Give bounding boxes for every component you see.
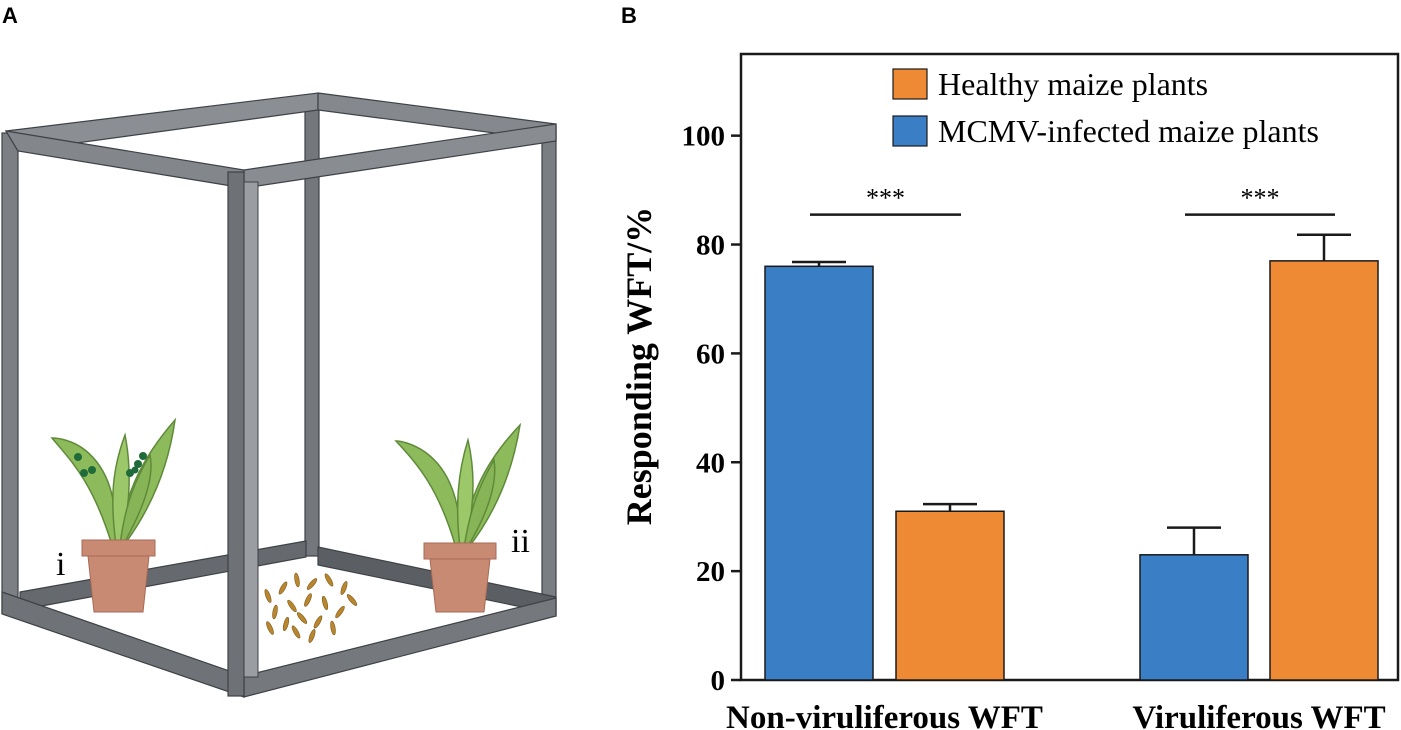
x-axis-categories: Non-viruliferous WFT Viruliferous WFT	[726, 700, 1386, 730]
thrips-insect	[294, 572, 300, 588]
thrips-insect	[287, 599, 297, 613]
bar-chart: 0 20 40 60 80 100 *** *** Non-viruliferous WFT…	[619, 52, 1400, 730]
panel-b-label: B	[621, 3, 637, 28]
thrips-insect	[282, 616, 290, 632]
legend-label: MCMV-infected maize plants	[938, 113, 1319, 149]
thrips-insect	[330, 620, 336, 636]
thrips-insect	[266, 621, 274, 635]
y-tick-label: 0	[711, 665, 726, 697]
cage-bottom-front-frame	[1, 591, 557, 698]
legend: Healthy maize plants MCMV-infected maize …	[892, 66, 1319, 149]
y-axis: 0 20 40 60 80 100	[682, 121, 741, 697]
thrips-insect	[340, 581, 348, 595]
thrips-insect	[291, 625, 301, 639]
legend-swatch	[892, 68, 928, 100]
cage-illustration: i ii	[1, 92, 557, 698]
legend-swatch	[892, 115, 928, 147]
cage-left-post	[1, 132, 19, 614]
healthy-maize-plant	[394, 422, 522, 549]
thrips-insect	[278, 581, 288, 595]
thrips-insect	[308, 629, 316, 643]
cage-front-post	[227, 171, 245, 697]
category-label: Viruliferous WFT	[1132, 700, 1385, 730]
bars	[764, 233, 1379, 681]
plant-label-i: i	[56, 546, 65, 583]
cage-top-frame	[4, 92, 557, 189]
plot-frame	[739, 52, 1400, 682]
y-tick-label: 20	[696, 556, 725, 588]
thrips-insect	[296, 612, 308, 624]
y-tick-label: 40	[696, 447, 725, 479]
thrips-insect	[264, 589, 272, 603]
thrips-insect	[321, 595, 329, 611]
bar	[895, 510, 1005, 681]
significance-label: ***	[866, 184, 905, 213]
plant-label-ii: ii	[511, 523, 530, 560]
significance-markers: *** ***	[810, 184, 1335, 216]
thrips-insect	[335, 605, 345, 619]
infected-maize-plant	[50, 417, 177, 546]
bar	[1139, 554, 1249, 681]
y-axis-title: Responding WFT/%	[619, 207, 659, 525]
legend-label: Healthy maize plants	[938, 66, 1208, 102]
significance-label: ***	[1241, 184, 1280, 213]
thrips-insect	[306, 578, 318, 590]
panel-a-label: A	[2, 3, 18, 28]
y-tick-label: 80	[696, 230, 725, 262]
pot-ii	[423, 542, 497, 613]
bar	[764, 265, 874, 681]
pot-i	[81, 539, 156, 613]
y-tick-label: 60	[696, 338, 725, 370]
thrips-insect	[346, 594, 358, 606]
thrips-insect	[304, 593, 312, 607]
thrips-insect	[313, 615, 323, 629]
thrips-group	[264, 572, 358, 643]
y-tick-label: 100	[682, 121, 726, 153]
bar	[1269, 260, 1379, 681]
thrips-insect	[324, 573, 334, 587]
thrips-insect	[272, 604, 278, 620]
category-label: Non-viruliferous WFT	[726, 700, 1043, 730]
